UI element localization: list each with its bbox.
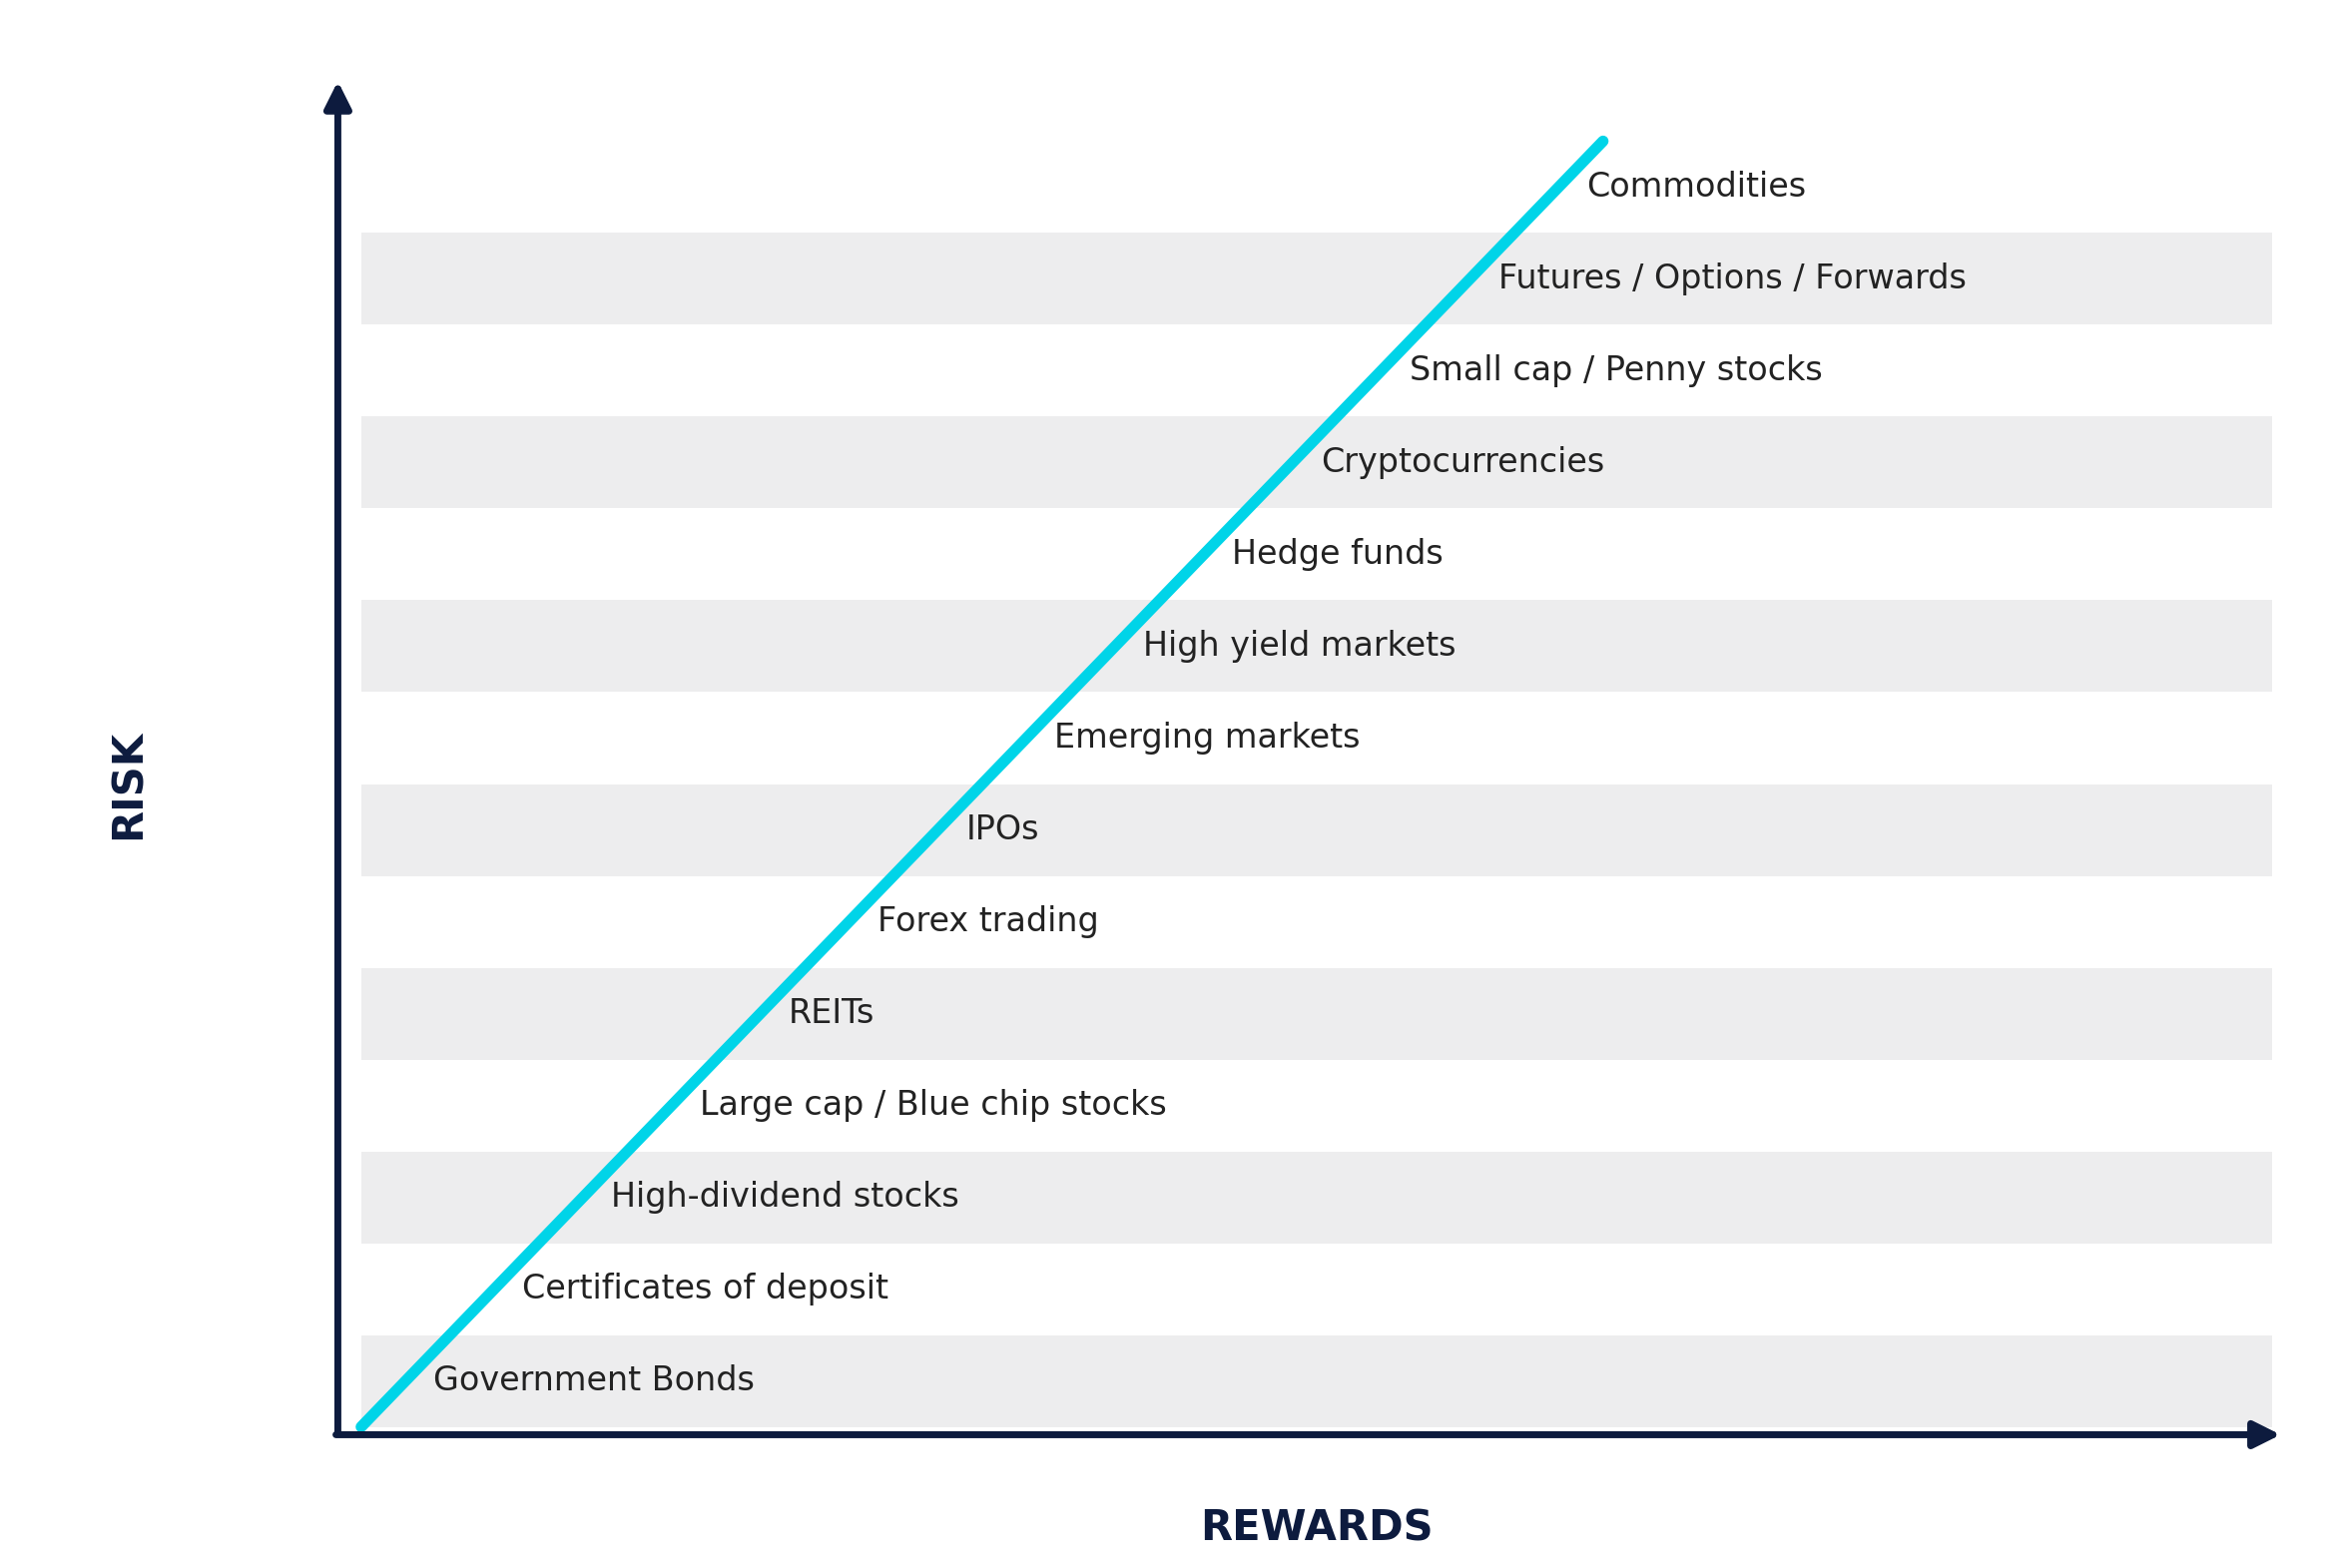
Text: Large cap / Blue chip stocks: Large cap / Blue chip stocks <box>699 1088 1167 1123</box>
Text: High-dividend stocks: High-dividend stocks <box>610 1181 960 1214</box>
Bar <box>361 601 2272 691</box>
Bar <box>361 417 2272 508</box>
Bar <box>361 1334 2272 1427</box>
Text: Futures / Options / Forwards: Futures / Options / Forwards <box>1498 262 1967 295</box>
Text: Small cap / Penny stocks: Small cap / Penny stocks <box>1410 354 1822 387</box>
Text: Hedge funds: Hedge funds <box>1233 538 1442 571</box>
Bar <box>361 784 2272 877</box>
Text: High yield markets: High yield markets <box>1144 630 1456 663</box>
Text: Government Bonds: Government Bonds <box>433 1364 755 1397</box>
Text: Emerging markets: Emerging markets <box>1055 721 1361 754</box>
Text: RISK: RISK <box>107 729 149 839</box>
Text: REITs: REITs <box>788 997 874 1030</box>
Text: IPOs: IPOs <box>965 814 1039 847</box>
Bar <box>361 234 2272 325</box>
Bar <box>361 1151 2272 1243</box>
Text: Commodities: Commodities <box>1587 171 1806 204</box>
Text: Certificates of deposit: Certificates of deposit <box>522 1273 888 1306</box>
Bar <box>361 967 2272 1060</box>
Text: Forex trading: Forex trading <box>876 905 1097 938</box>
Text: Cryptocurrencies: Cryptocurrencies <box>1321 445 1605 480</box>
Text: REWARDS: REWARDS <box>1200 1508 1433 1549</box>
